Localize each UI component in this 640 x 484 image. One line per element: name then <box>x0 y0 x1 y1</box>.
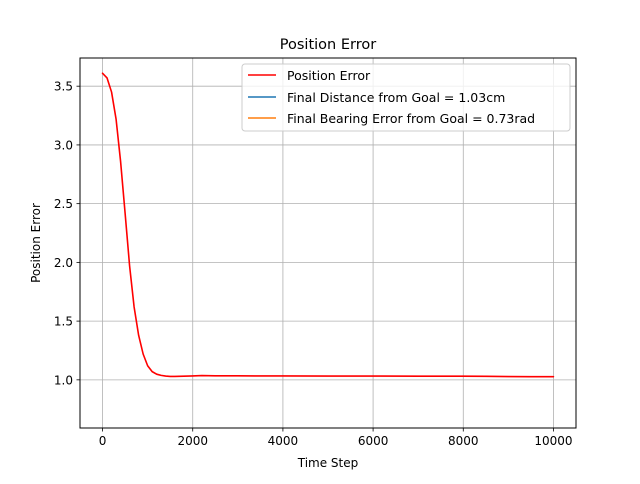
legend-label-position-error: Position Error <box>287 68 371 83</box>
x-axis-ticks: 0 2000 4000 6000 8000 10000 <box>99 428 573 448</box>
legend-box <box>241 63 571 132</box>
series-line-position-error <box>101 72 555 378</box>
x-axis-label: Time Step <box>297 456 359 470</box>
legend-label-final-bearing: Final Bearing Error from Goal = 0.73rad <box>287 111 535 126</box>
y-axis-ticks: 1.0 1.5 2.0 2.5 3.0 3.5 <box>54 80 80 387</box>
y-tick-label: 2.5 <box>54 197 73 211</box>
y-tick-label: 2.0 <box>54 256 73 270</box>
x-tick-label: 6000 <box>358 434 389 448</box>
y-tick-label: 3.5 <box>54 80 73 94</box>
legend: Position Error Final Distance from Goal … <box>241 63 571 132</box>
legend-label-final-distance: Final Distance from Goal = 1.03cm <box>287 90 505 105</box>
y-tick-label: 1.0 <box>54 373 73 387</box>
x-tick-label: 0 <box>99 434 107 448</box>
x-tick-label: 8000 <box>448 434 479 448</box>
plot-frame <box>79 57 577 429</box>
y-axis-label: Position Error <box>29 203 43 283</box>
series-layer <box>101 72 555 378</box>
x-tick-label: 2000 <box>177 434 208 448</box>
chart-title: Position Error <box>280 37 376 53</box>
y-tick-label: 3.0 <box>54 138 73 152</box>
x-tick-label: 10000 <box>534 434 572 448</box>
y-tick-label: 1.5 <box>54 315 73 329</box>
x-tick-label: 4000 <box>268 434 299 448</box>
